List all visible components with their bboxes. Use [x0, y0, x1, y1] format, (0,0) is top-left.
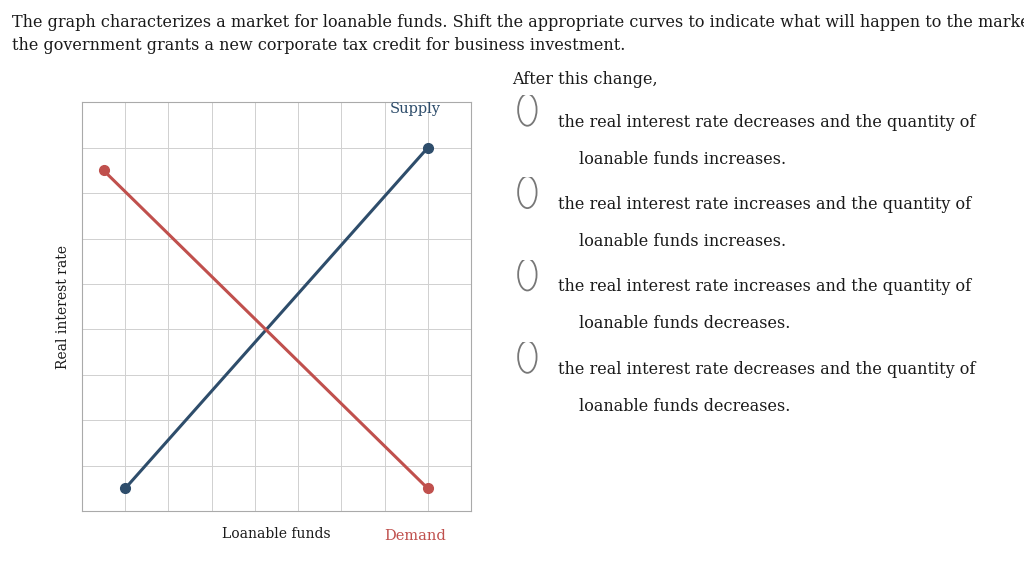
Text: The graph characterizes a market for loanable funds. Shift the appropriate curve: The graph characterizes a market for loa… [12, 14, 1024, 31]
Text: loanable funds increases.: loanable funds increases. [579, 233, 785, 250]
Text: the real interest rate increases and the quantity of: the real interest rate increases and the… [558, 196, 971, 213]
Text: Supply: Supply [389, 102, 440, 116]
X-axis label: Loanable funds: Loanable funds [222, 527, 331, 541]
Text: the real interest rate decreases and the quantity of: the real interest rate decreases and the… [558, 114, 976, 131]
Text: the real interest rate increases and the quantity of: the real interest rate increases and the… [558, 278, 971, 295]
Text: Demand: Demand [384, 529, 445, 544]
Y-axis label: Real interest rate: Real interest rate [56, 245, 70, 369]
Text: loanable funds decreases.: loanable funds decreases. [579, 398, 790, 415]
Text: After this change,: After this change, [512, 71, 657, 88]
Text: the government grants a new corporate tax credit for business investment.: the government grants a new corporate ta… [12, 37, 626, 54]
Text: loanable funds increases.: loanable funds increases. [579, 151, 785, 168]
Text: loanable funds decreases.: loanable funds decreases. [579, 315, 790, 332]
Text: the real interest rate decreases and the quantity of: the real interest rate decreases and the… [558, 361, 976, 378]
